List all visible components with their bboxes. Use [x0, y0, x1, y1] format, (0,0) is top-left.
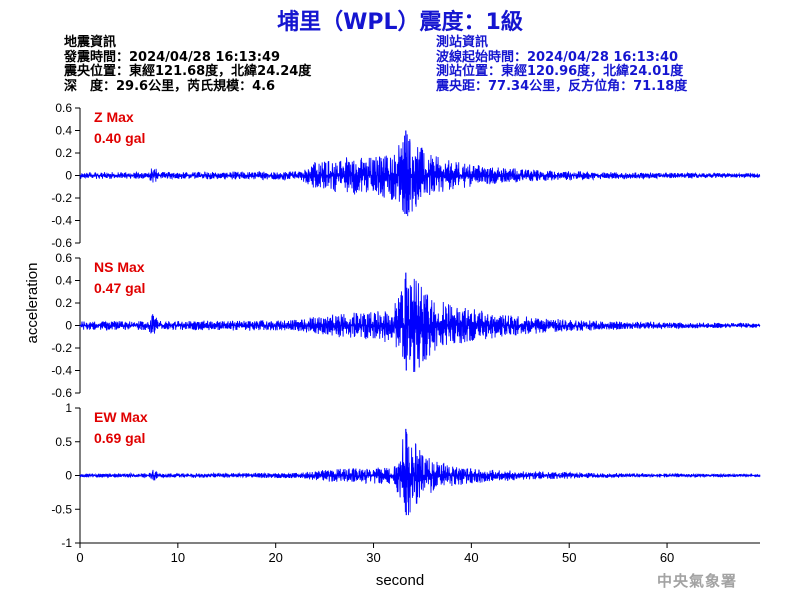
- y-tick-label: 0.2: [55, 296, 72, 310]
- y-tick-label: 0: [65, 319, 72, 333]
- chart-title: 埔里（WPL）震度：1級: [277, 10, 523, 35]
- max-label-ew: EW Max: [94, 409, 148, 425]
- origin-time: 發震時間：2024/04/28 16:13:49: [64, 49, 281, 65]
- waveform-z: [79, 134, 761, 217]
- waveform-ns: [79, 278, 761, 372]
- distance-azimuth: 震央距：77.34公里，反方位角：71.18度: [436, 78, 688, 94]
- y-tick-label: -0.2: [51, 191, 72, 205]
- depth-magnitude: 深 度：29.6公里，芮氏規模：4.6: [64, 78, 276, 94]
- y-tick-label: -0.4: [51, 364, 72, 378]
- y-tick-label: -0.2: [51, 341, 72, 355]
- y-axis-label: acceleration: [24, 263, 41, 344]
- y-tick-label: -0.6: [51, 386, 72, 400]
- wave-start-time: 波線起始時間：2024/04/28 16:13:40: [436, 49, 679, 65]
- earthquake-info: 地震資訊 發震時間：2024/04/28 16:13:49 震央位置：東經121…: [64, 35, 312, 94]
- y-tick-label: 0: [65, 169, 72, 183]
- y-tick-label: 0.4: [55, 124, 72, 138]
- epicenter: 震央位置：東經121.68度，北緯24.24度: [64, 64, 312, 80]
- max-value-ns: 0.47 gal: [94, 280, 145, 296]
- station-location: 測站位置：東經120.96度，北緯24.01度: [436, 64, 684, 80]
- x-tick-label: 0: [76, 550, 83, 565]
- station-info: 測站資訊 波線起始時間：2024/04/28 16:13:40 測站位置：東經1…: [436, 35, 688, 94]
- y-tick-label: 0.4: [55, 274, 72, 288]
- y-tick-label: 0.6: [55, 251, 72, 265]
- max-value-z: 0.40 gal: [94, 130, 145, 146]
- max-label-ns: NS Max: [94, 259, 145, 275]
- station-info-heading: 測站資訊: [436, 35, 489, 50]
- y-tick-label: 0: [65, 469, 72, 483]
- y-tick-label: 0.2: [55, 146, 72, 160]
- y-tick-label: -0.5: [51, 502, 72, 516]
- y-tick-label: -0.6: [51, 236, 72, 250]
- x-tick-label: 30: [366, 550, 380, 565]
- x-tick-label: 40: [464, 550, 478, 565]
- y-tick-label: 0.5: [55, 435, 72, 449]
- y-tick-label: -1: [61, 536, 72, 550]
- y-tick-label: 1: [65, 401, 72, 415]
- max-value-ew: 0.69 gal: [94, 430, 145, 446]
- agency-footer: 中央氣象署: [657, 572, 738, 590]
- y-tick-label: -0.4: [51, 214, 72, 228]
- x-tick-label: 20: [268, 550, 282, 565]
- x-tick-label: 10: [171, 550, 185, 565]
- waveform-ew: [79, 431, 761, 516]
- x-tick-label: 50: [562, 550, 576, 565]
- max-label-z: Z Max: [94, 109, 134, 125]
- y-tick-label: 0.6: [55, 101, 72, 115]
- earthquake-info-heading: 地震資訊: [64, 35, 117, 50]
- x-axis-label: second: [376, 572, 424, 589]
- x-tick-label: 60: [660, 550, 674, 565]
